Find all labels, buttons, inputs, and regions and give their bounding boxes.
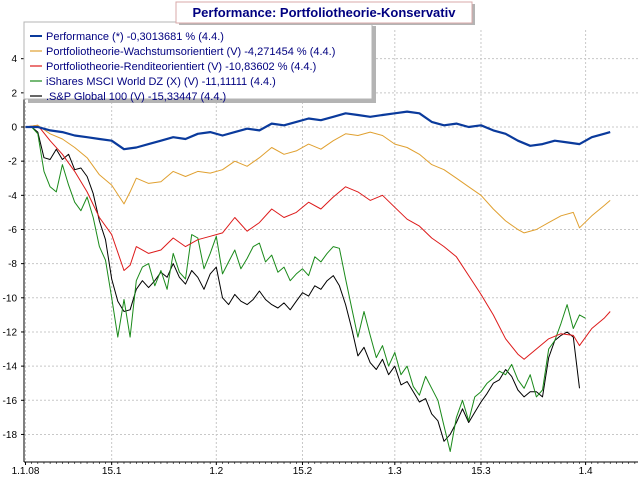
y-tick-label: -6 — [8, 225, 17, 236]
y-tick-label: 4 — [11, 54, 17, 65]
legend-entry: .S&P Global 100 (V) -15,33447 (4.4.) — [46, 91, 226, 103]
y-tick-label: -2 — [8, 157, 17, 168]
legend-entry: Portfoliotheorie-Wachstumsorientiert (V)… — [46, 46, 335, 58]
y-tick-label: -14 — [3, 362, 18, 373]
legend-box — [23, 21, 373, 100]
series-line — [25, 126, 586, 452]
y-tick-label: 2 — [11, 88, 17, 99]
axes-layer — [21, 30, 638, 465]
series-line — [25, 110, 611, 151]
y-tick-labels: 4 2 0 -2 -4 -6 -8 -10 -12 -14 -16 -18 — [3, 54, 18, 441]
x-tick-label: 15.3 — [471, 466, 491, 477]
x-tick-label: 1.2 — [209, 466, 223, 477]
y-tick-label: -4 — [8, 191, 17, 202]
legend-entry: Portfoliotheorie-Renditeorientiert (V) -… — [46, 61, 316, 73]
x-tick-label: 15.1 — [102, 466, 122, 477]
x-tick-label: 15.2 — [293, 466, 313, 477]
legend: Performance (*) -0,3013681 % (4.4.) Portf… — [23, 21, 376, 103]
series-layer — [25, 110, 611, 452]
y-tick-label: 0 — [11, 123, 17, 134]
series-line — [25, 126, 580, 442]
y-tick-label: -18 — [3, 430, 18, 441]
x-tick-label: 1.1.08 — [12, 466, 40, 477]
series-line — [25, 124, 611, 360]
y-tick-label: -10 — [3, 293, 18, 304]
x-tick-label: 1.4 — [579, 466, 593, 477]
title-frame — [175, 1, 473, 24]
chart-title: Performance: Portfoliotheorie-Konservati… — [193, 5, 457, 20]
y-tick-label: -12 — [3, 327, 18, 338]
y-tick-label: -8 — [8, 259, 17, 270]
legend-entry: iShares MSCI World DZ (X) (V) -11,11111 … — [46, 76, 276, 88]
legend-entry: Performance (*) -0,3013681 % (4.4.) — [46, 31, 224, 43]
y-tick-label: -16 — [3, 396, 18, 407]
series-line — [25, 124, 611, 234]
x-tick-label: 1.3 — [388, 466, 402, 477]
chart-title-box: Performance: Portfoliotheorie-Konservati… — [175, 1, 475, 25]
